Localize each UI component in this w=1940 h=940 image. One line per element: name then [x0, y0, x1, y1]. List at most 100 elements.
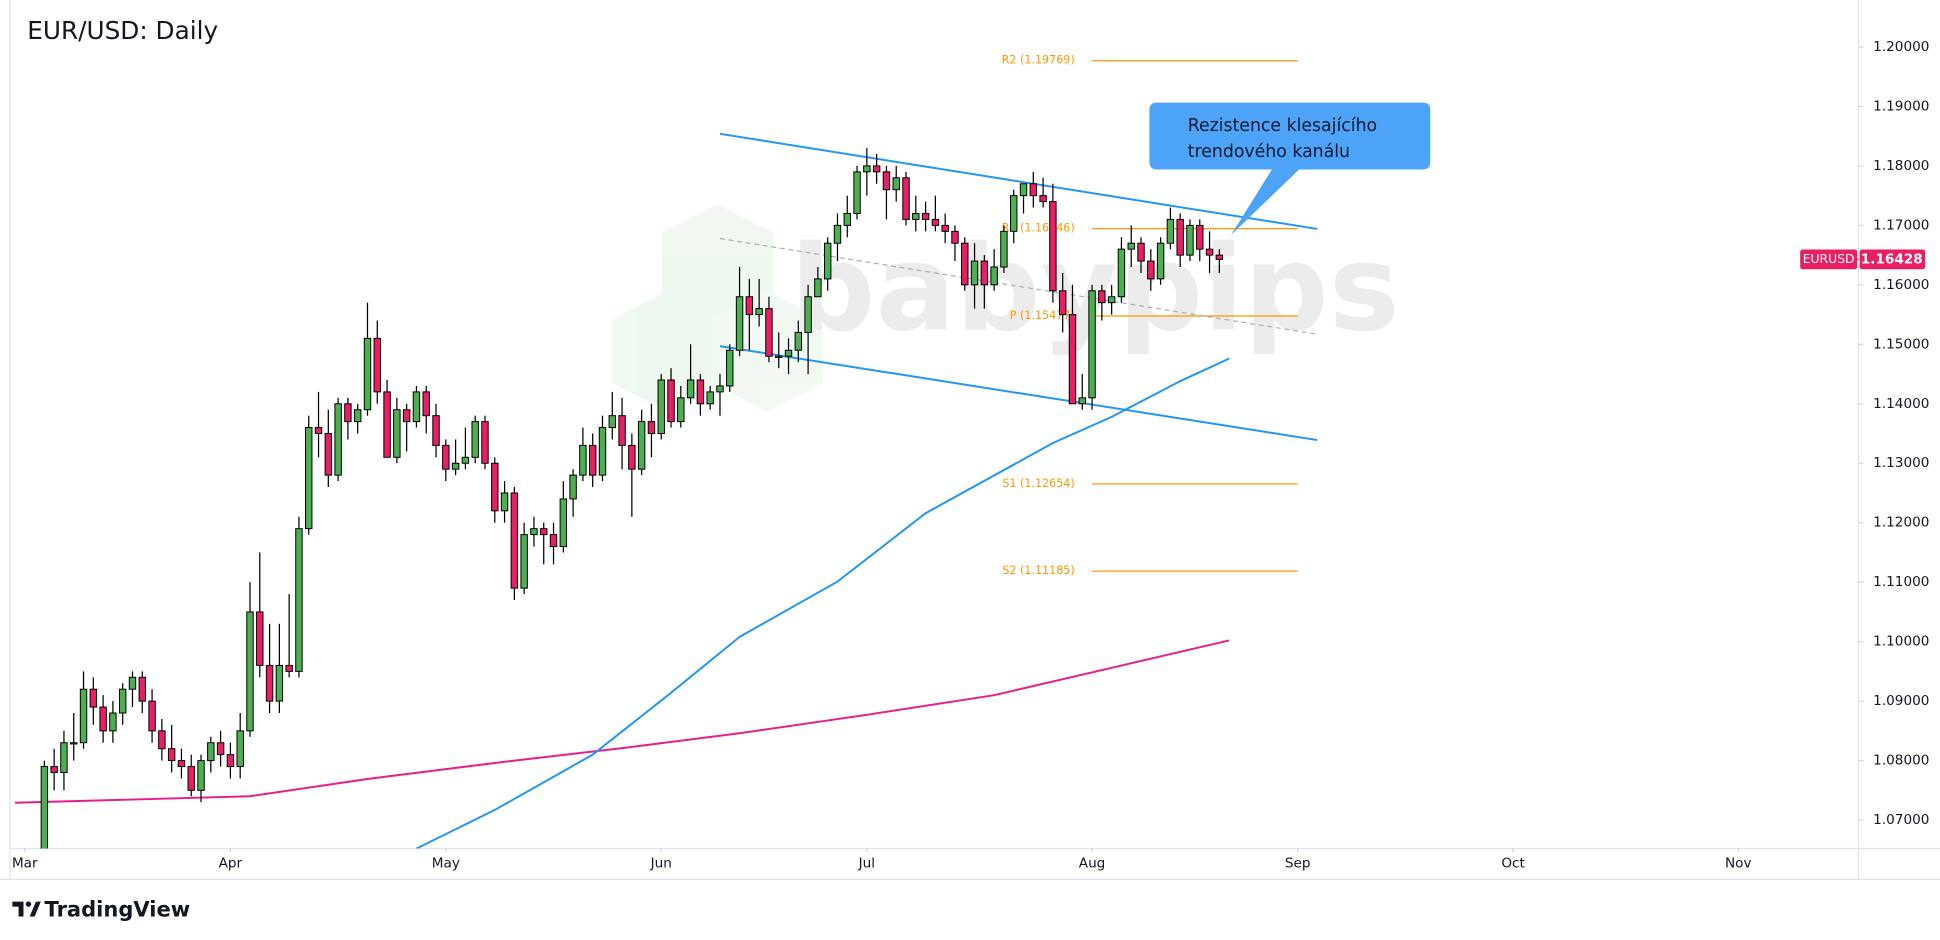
candle-body — [726, 349, 734, 387]
candle-body — [1127, 242, 1135, 250]
chart-title: EUR/USD: Daily — [27, 16, 218, 45]
candle-body — [383, 391, 391, 458]
y-tick-label: 1.14000 — [1873, 396, 1929, 412]
candle-body — [745, 296, 754, 316]
candle-body — [735, 296, 744, 351]
pivot-label: R2 (1.19769) — [1002, 54, 1075, 67]
candle-body — [755, 308, 763, 316]
candle-body — [324, 433, 333, 476]
candle-body — [1147, 260, 1155, 280]
candle-body — [1068, 314, 1077, 405]
candle-body — [853, 171, 861, 214]
x-tick-label: Apr — [219, 855, 243, 871]
candle-body — [892, 177, 900, 191]
candle-body — [295, 528, 303, 672]
candle-body — [510, 492, 519, 589]
candle-body — [471, 421, 479, 458]
candle-body — [79, 688, 88, 744]
candle-body — [344, 403, 352, 423]
candle-body — [618, 415, 626, 446]
candle-body — [256, 611, 264, 666]
callout-text: Rezistence klesajícího — [1188, 116, 1377, 136]
candle-body — [118, 688, 127, 714]
candle-body — [40, 766, 49, 849]
candle-body — [1088, 290, 1096, 399]
symbol-tag — [1800, 249, 1858, 270]
candle-body — [1039, 195, 1047, 203]
candle-body — [569, 474, 577, 500]
moving-average — [416, 357, 1230, 849]
y-tick-label: 1.12000 — [1873, 515, 1929, 531]
candle-body — [686, 379, 695, 399]
candle-body — [1107, 296, 1116, 304]
y-tick-label: 1.13000 — [1873, 455, 1929, 471]
candle-body — [549, 534, 558, 547]
candle-body — [804, 296, 812, 333]
candle-body — [1186, 224, 1194, 256]
candle-body — [716, 385, 724, 393]
candle-body — [941, 224, 949, 232]
candle-body — [1019, 183, 1028, 197]
y-tick-label: 1.10000 — [1873, 634, 1929, 650]
symbol-tag-text: EURUSD — [1803, 252, 1855, 266]
candle-body — [706, 391, 714, 405]
candle-body — [177, 760, 186, 768]
candle-body — [843, 212, 851, 226]
candle-body — [334, 403, 342, 476]
candle-body — [559, 498, 568, 547]
x-tick-label: Oct — [1501, 855, 1525, 871]
candle-body — [823, 242, 832, 280]
pivot-label: S2 (1.11185) — [1002, 564, 1074, 577]
candle-body — [275, 664, 284, 702]
candle-body — [990, 266, 998, 286]
candle-body — [608, 415, 616, 429]
candle-body — [961, 242, 969, 286]
candle-body — [197, 760, 205, 791]
candle-body — [628, 444, 636, 470]
candle-body — [794, 331, 803, 351]
candle-body — [1049, 201, 1057, 292]
candle-body — [285, 664, 293, 672]
candle-body — [1215, 254, 1224, 260]
candle-body — [1156, 242, 1165, 280]
overlay: 1.20000 1.19000 1.18000 1.17000 1.16000 1.150… — [12, 39, 1929, 871]
candle-body — [1205, 248, 1214, 256]
candle-body — [921, 212, 930, 220]
candle-body — [70, 742, 78, 745]
candle-body — [863, 165, 871, 173]
candle-body — [1058, 290, 1067, 316]
candle-body — [784, 349, 793, 357]
candle-body — [353, 409, 362, 423]
y-tick-label: 1.20000 — [1873, 39, 1929, 55]
candle-body — [451, 462, 460, 470]
candle-body — [207, 742, 215, 762]
trend-line — [719, 132, 1318, 230]
x-tick-label: Sep — [1285, 855, 1311, 871]
candle-body — [216, 742, 225, 756]
candle-body — [128, 676, 137, 690]
candle-body — [647, 421, 656, 435]
plot-area: R2 (1.19769)R1 (1.16946)P (1.15477)S1 (1… — [14, 54, 1318, 849]
candle-body — [60, 742, 68, 773]
callout-box — [1149, 102, 1431, 235]
candle-body — [765, 308, 773, 357]
candle-body — [363, 337, 372, 411]
candle-body — [461, 456, 470, 464]
candle-body — [432, 415, 440, 446]
y-tick-label: 1.19000 — [1873, 98, 1929, 114]
x-tick-label: May — [432, 855, 460, 871]
candle-body — [980, 260, 989, 286]
moving-average — [14, 639, 1230, 804]
y-tick-label: 1.07000 — [1873, 812, 1929, 828]
candle-body — [912, 212, 920, 220]
x-tick-label: Jun — [650, 855, 672, 871]
candle-body — [657, 379, 665, 435]
candle-body — [1166, 218, 1175, 244]
candle-body — [422, 391, 430, 417]
pivot-label: P (1.15477) — [1010, 309, 1075, 322]
candle-body — [814, 278, 822, 298]
candle-body — [667, 379, 675, 423]
candle-body — [314, 427, 323, 435]
y-tick-label: 1.11000 — [1873, 574, 1929, 590]
